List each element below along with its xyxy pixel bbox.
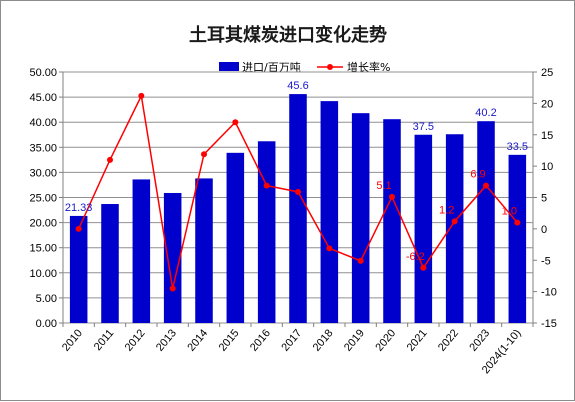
- bar-data-label: 33.5: [507, 141, 528, 153]
- line-data-label: 5.1: [376, 180, 391, 192]
- x-tick-label: 2016: [248, 327, 273, 353]
- line-data-label: 6.9: [470, 169, 485, 181]
- bar: [508, 154, 527, 323]
- y-left-tick-label: 15.00: [29, 243, 57, 255]
- legend-swatch-marker: [327, 64, 333, 70]
- x-tick-label: 2014: [185, 327, 210, 353]
- x-tick-label: 2021: [405, 327, 430, 353]
- legend-swatch-bar: [219, 62, 239, 71]
- y-left-tick-label: 0.00: [36, 318, 57, 330]
- legend-label-bar: 进口/百万吨: [242, 61, 301, 74]
- y-right-tick-label: 0: [541, 224, 547, 236]
- line-point: [107, 156, 113, 163]
- y-right-tick-label: 15: [541, 130, 553, 142]
- bar: [226, 152, 245, 323]
- y-right-tick-label: 20: [541, 98, 553, 110]
- bar: [289, 94, 307, 323]
- bar-data-label: 37.5: [413, 121, 434, 133]
- line-point: [420, 264, 427, 271]
- x-tick-label: 2018: [311, 327, 336, 353]
- y-left-tick-label: 20.00: [29, 218, 57, 230]
- x-tick-label: 2019: [342, 327, 367, 353]
- line-point: [483, 182, 489, 189]
- data-labels: 21.33 45.6 37.5 40.2 33.5 5.1 -6.2 1.2 6.9 1.0: [65, 80, 528, 263]
- bar-data-label: 21.33: [65, 202, 93, 214]
- y-left-tick-label: 25.00: [29, 193, 57, 205]
- bar: [477, 121, 495, 323]
- x-tick-label: 2013: [154, 327, 179, 353]
- x-tick-label: 2010: [60, 327, 85, 353]
- bar: [101, 204, 119, 323]
- bar-series: [69, 94, 527, 323]
- chart-title: 土耳其煤炭进口变化走势: [189, 24, 387, 46]
- bar-data-label: 40.2: [475, 107, 496, 119]
- bar: [195, 178, 213, 323]
- bar: [351, 113, 370, 323]
- line-point: [169, 285, 176, 292]
- legend: 进口/百万吨 增长率%: [219, 60, 390, 74]
- x-tick-label: 2017: [279, 327, 304, 353]
- y-left-tick-label: 45.00: [29, 92, 57, 104]
- line-point: [326, 245, 333, 252]
- bar-data-label: 45.6: [287, 80, 308, 92]
- line-point: [357, 257, 364, 264]
- line-data-label: 1.2: [439, 204, 454, 216]
- y-left-tick-label: 5.00: [36, 293, 57, 305]
- x-tick-label: 2011: [92, 327, 116, 353]
- y-left-tick-label: 40.00: [29, 117, 57, 129]
- line-data-label: -6.2: [406, 251, 425, 263]
- bar: [257, 141, 276, 323]
- line-point: [514, 219, 521, 226]
- line-point: [75, 225, 82, 232]
- bar: [320, 101, 339, 323]
- y-left-tick-label: 30.00: [29, 167, 57, 179]
- bar: [383, 119, 401, 323]
- x-tick-label: 2023: [467, 327, 492, 353]
- y-left-tick-label: 10.00: [29, 268, 57, 280]
- y-right-tick-label: 10: [541, 161, 553, 173]
- legend-label-line: 增长率%: [347, 60, 390, 74]
- bar: [414, 134, 433, 323]
- y-right-tick-label: 5: [541, 193, 547, 205]
- y-right-tick-label: -15: [541, 318, 557, 330]
- y-left-tick-label: 50.00: [29, 67, 57, 79]
- line-point: [138, 92, 145, 99]
- line-point: [201, 151, 207, 158]
- line-series: [75, 92, 521, 292]
- line-point: [232, 119, 239, 126]
- line-point: [263, 182, 270, 189]
- x-tick-label: 2012: [123, 327, 148, 353]
- line-point: [389, 193, 395, 200]
- line-point: [451, 218, 458, 225]
- bar: [69, 215, 88, 323]
- y-left-tick-label: 35.00: [29, 142, 57, 154]
- line-point: [295, 188, 301, 195]
- y-right-tick-label: 25: [541, 67, 553, 79]
- x-tick-label: 2015: [217, 327, 242, 353]
- x-tick-label: 2020: [373, 327, 398, 353]
- bar: [132, 179, 151, 323]
- bar: [445, 134, 464, 323]
- x-tick-label: 2022: [436, 327, 461, 353]
- y-right-tick-label: -10: [541, 287, 557, 299]
- y-right-tick-label: -5: [541, 255, 551, 267]
- bar: [163, 192, 182, 323]
- line-data-label: 1.0: [502, 206, 517, 218]
